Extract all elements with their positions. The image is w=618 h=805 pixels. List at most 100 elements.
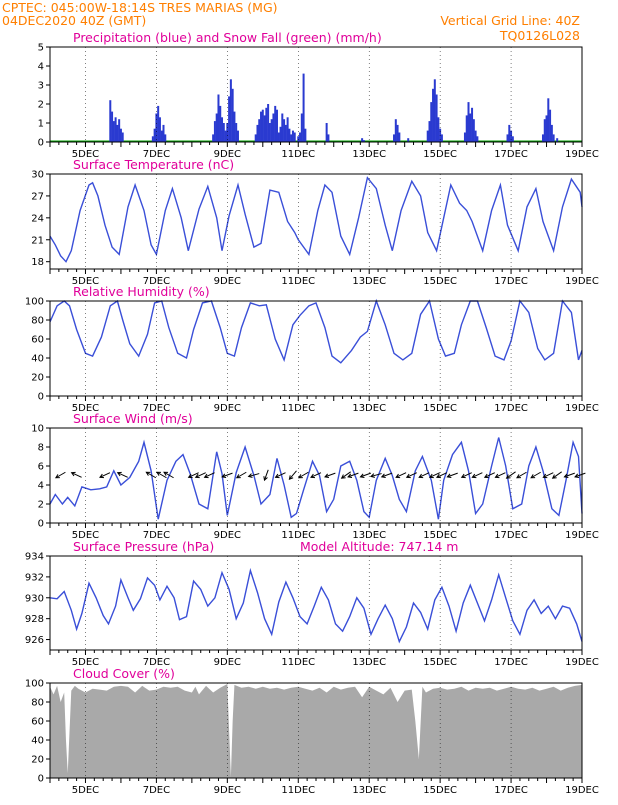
precip-bar: [265, 107, 268, 142]
wind-arrow-head: [70, 471, 76, 477]
x-tick-label: 17DEC: [494, 530, 528, 541]
precip-bar: [277, 132, 280, 142]
y-tick-label: 0: [38, 774, 44, 785]
precip-bar: [508, 124, 511, 142]
wind-arrow-head: [380, 473, 386, 478]
x-tick-label: 9DEC: [214, 149, 241, 160]
x-tick-label: 17DEC: [494, 403, 528, 414]
wind-arrow-head: [418, 473, 424, 479]
precip-bar: [304, 128, 307, 142]
temp-title: Surface Temperature (nC): [73, 157, 234, 172]
wind-arrow: [99, 472, 111, 478]
y-tick-label: 0: [38, 138, 44, 149]
wind-arrow: [275, 472, 286, 478]
precip-bar: [472, 119, 475, 142]
x-tick-label: 19DEC: [565, 657, 599, 668]
wind-arrow: [543, 472, 554, 478]
wind-arrow: [381, 472, 393, 478]
precip-bar: [158, 117, 161, 142]
wind-arrow: [506, 471, 516, 479]
precip-bar: [361, 138, 364, 142]
wind-arrow: [248, 473, 260, 477]
pressure-annotation: Model Altitude: 747.14 m: [300, 539, 458, 554]
x-tick-label: 15DEC: [423, 403, 457, 414]
y-tick-label: 40: [31, 354, 44, 365]
pressure-panel: Surface Pressure (hPa) Model Altitude: 74…: [25, 539, 599, 668]
precip-bar: [549, 109, 552, 142]
precip-bar: [274, 105, 277, 142]
wind-arrow-head: [99, 473, 105, 479]
precip-bar: [545, 115, 548, 142]
precip-bar: [299, 132, 302, 142]
wind-arrow-head: [347, 473, 353, 478]
x-tick-label: 5DEC: [72, 530, 99, 541]
wind-arrow: [310, 472, 322, 478]
precip-bar: [327, 134, 330, 142]
precip-bar: [463, 132, 466, 142]
wind-arrow-head: [563, 473, 569, 478]
wind-arrow: [530, 471, 541, 479]
y-tick-label: 27: [31, 191, 44, 202]
y-tick-label: 926: [25, 635, 44, 646]
wind-arrow: [55, 471, 66, 479]
x-tick-label: 15DEC: [423, 785, 457, 796]
precip-bar: [281, 113, 284, 142]
precip-bar: [286, 117, 289, 142]
precip-bar: [300, 113, 303, 142]
x-tick-label: 7DEC: [143, 657, 170, 668]
y-tick-label: 80: [31, 698, 44, 709]
precip-bar: [112, 121, 115, 142]
wind-arrow-head: [340, 474, 346, 479]
x-tick-label: 9DEC: [214, 403, 241, 414]
precip-bar: [121, 132, 124, 142]
x-tick-label: 9DEC: [214, 785, 241, 796]
wind-arrow: [418, 472, 430, 478]
x-tick-label: 11DEC: [281, 530, 315, 541]
wind-arrow-head: [483, 473, 489, 479]
x-tick-label: 17DEC: [494, 149, 528, 160]
precip-bar: [236, 130, 239, 142]
precip-bar: [258, 119, 261, 142]
header-date: 04DEC2020 40Z (GMT): [2, 13, 146, 28]
precip-bar: [291, 130, 294, 142]
wind-series-line: [49, 437, 583, 520]
wind-arrow: [71, 472, 82, 478]
x-tick-label: 11DEC: [281, 149, 315, 160]
wind-arrow-head: [310, 473, 316, 479]
precip-bar: [270, 119, 273, 142]
wind-arrow-head: [405, 473, 411, 479]
wind-arrow: [447, 472, 458, 478]
precip-bar: [224, 130, 227, 142]
temp-panel: Surface Temperature (nC) 18 21 24 27 30 5DEC 7D…: [31, 157, 599, 287]
precip-bar: [396, 124, 399, 142]
x-tick-label: 13DEC: [352, 403, 386, 414]
wind-arrow-head: [247, 473, 253, 478]
x-tick-label: 19DEC: [565, 530, 599, 541]
wind-arrow: [564, 472, 575, 478]
precip-bar: [226, 123, 229, 142]
precip-bar: [426, 130, 429, 142]
header-grid-note: Vertical Grid Line: 40Z: [440, 13, 580, 28]
x-tick-label: 7DEC: [143, 276, 170, 287]
wind-arrow: [574, 472, 586, 478]
wind-arrow: [360, 472, 371, 478]
precip-bar: [118, 119, 121, 142]
x-tick-label: 15DEC: [423, 276, 457, 287]
wind-arrow: [461, 472, 472, 478]
x-tick-label: 15DEC: [423, 530, 457, 541]
precip-bar: [362, 140, 365, 142]
precip-bar: [393, 134, 396, 142]
cloud-panel: Cloud Cover (%) 0 20 40 60 80 100 5DEC 7DEC 9DEC 1…: [25, 666, 599, 796]
wind-arrow-head: [263, 476, 268, 482]
x-tick-label: 19DEC: [565, 785, 599, 796]
wind-arrow-head: [530, 474, 536, 479]
x-tick-label: 5DEC: [72, 149, 99, 160]
precip-bar: [111, 111, 114, 142]
wind-arrow: [347, 472, 359, 478]
precip-bar: [293, 132, 296, 142]
precip-bar: [116, 124, 119, 142]
precip-bar: [219, 105, 222, 142]
wind-arrow-head: [156, 471, 161, 476]
